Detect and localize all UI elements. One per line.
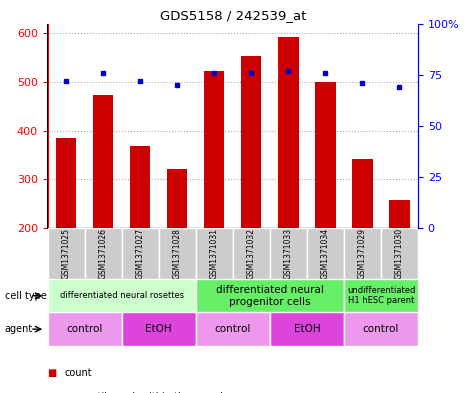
Bar [159, 228, 196, 279]
Text: cell type: cell type [5, 291, 47, 301]
Bar [344, 228, 381, 279]
Bar [344, 312, 418, 346]
Bar [56, 138, 76, 228]
Bar [48, 228, 85, 279]
Bar [167, 169, 187, 228]
Bar [48, 279, 196, 312]
Bar [241, 56, 261, 228]
Text: GSM1371025: GSM1371025 [62, 228, 70, 279]
Text: GSM1371031: GSM1371031 [210, 228, 218, 279]
Text: differentiated neural
progenitor cells: differentiated neural progenitor cells [216, 285, 324, 307]
Bar [122, 228, 159, 279]
Bar [270, 228, 307, 279]
Bar [130, 146, 150, 228]
Title: GDS5158 / 242539_at: GDS5158 / 242539_at [160, 9, 306, 22]
Text: GSM1371027: GSM1371027 [136, 228, 144, 279]
Bar [196, 312, 270, 346]
Text: GSM1371028: GSM1371028 [173, 228, 181, 279]
Text: control: control [215, 324, 251, 334]
Text: GSM1371030: GSM1371030 [395, 228, 404, 279]
Text: control: control [363, 324, 399, 334]
Bar [93, 95, 113, 228]
Text: undifferentiated
H1 hESC parent: undifferentiated H1 hESC parent [347, 286, 415, 305]
Text: ■: ■ [48, 368, 57, 378]
Text: percentile rank within the sample: percentile rank within the sample [64, 392, 229, 393]
Bar [233, 228, 270, 279]
Bar [315, 82, 335, 228]
Bar [390, 200, 409, 228]
Bar [122, 312, 196, 346]
Text: GSM1371034: GSM1371034 [321, 228, 330, 279]
Text: count: count [64, 368, 92, 378]
Bar [307, 228, 344, 279]
Text: ■: ■ [48, 392, 57, 393]
Bar [352, 159, 372, 228]
Bar [278, 37, 298, 228]
Bar [48, 312, 122, 346]
Bar [204, 71, 224, 228]
Bar [196, 279, 344, 312]
Bar [344, 279, 418, 312]
Bar [85, 228, 122, 279]
Text: EtOH: EtOH [294, 324, 320, 334]
Text: GSM1371032: GSM1371032 [247, 228, 256, 279]
Text: differentiated neural rosettes: differentiated neural rosettes [59, 291, 184, 300]
Text: EtOH: EtOH [145, 324, 172, 334]
Text: control: control [66, 324, 103, 334]
Text: GSM1371033: GSM1371033 [284, 228, 293, 279]
Bar [196, 228, 233, 279]
Bar [381, 228, 418, 279]
Text: agent: agent [5, 324, 33, 334]
Bar [270, 312, 344, 346]
Text: GSM1371026: GSM1371026 [99, 228, 107, 279]
Text: GSM1371029: GSM1371029 [358, 228, 367, 279]
